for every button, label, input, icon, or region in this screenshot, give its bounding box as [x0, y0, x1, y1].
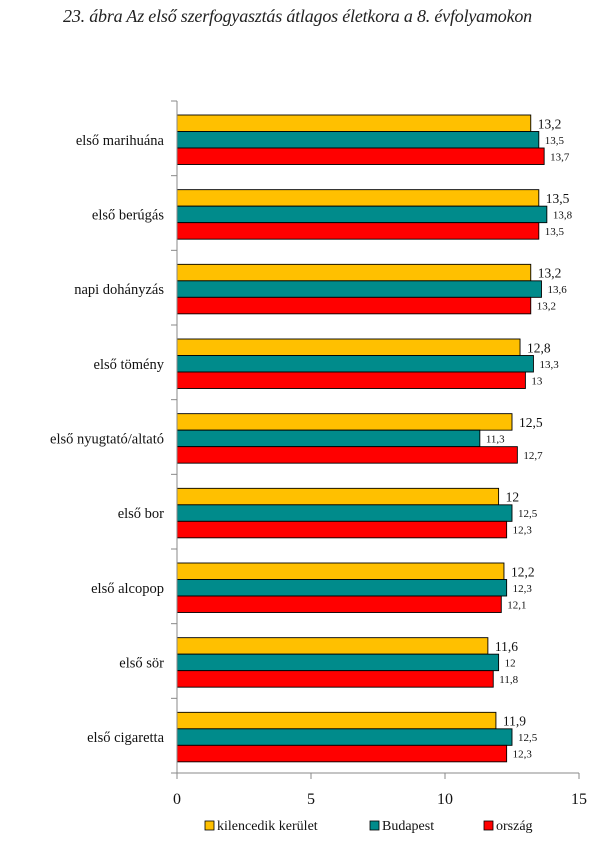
- data-label: 12,5: [518, 732, 538, 744]
- data-label: 12: [505, 657, 516, 669]
- data-label: 13,2: [538, 266, 562, 281]
- category-label: első tömény: [94, 357, 165, 373]
- bar: [176, 728, 513, 746]
- data-label: 12,2: [511, 564, 535, 579]
- category-label: első alcopop: [91, 581, 164, 597]
- category-label: első berúgás: [92, 207, 164, 223]
- bar: [176, 222, 540, 240]
- bar: [176, 520, 508, 539]
- bar: [176, 189, 540, 207]
- data-label: 13,5: [545, 226, 565, 238]
- legend-label: Budapest: [382, 819, 434, 834]
- bar: [176, 114, 532, 132]
- bar: [176, 446, 518, 464]
- bar: [176, 637, 489, 655]
- category-label: első bor: [118, 506, 164, 522]
- data-label: 12,5: [518, 508, 538, 520]
- bar: [176, 355, 534, 373]
- bar: [176, 263, 532, 282]
- bar: [176, 744, 508, 763]
- bar: [176, 487, 500, 506]
- x-tick-label: 15: [571, 791, 587, 808]
- data-label: 11,9: [503, 714, 526, 729]
- bar: [176, 562, 505, 580]
- bar: [176, 670, 494, 688]
- data-label: 13,2: [538, 116, 562, 131]
- category-label: első nyugtató/altató: [50, 431, 164, 447]
- data-label: 13,7: [550, 151, 570, 163]
- category-label: első marihuána: [76, 133, 165, 149]
- data-label: 12,3: [513, 525, 533, 537]
- legend: kilencedik kerület Budapest ország: [204, 819, 533, 834]
- data-label: 12,3: [513, 583, 533, 595]
- bar: [176, 205, 548, 224]
- category-label: napi dohányzás: [74, 282, 164, 298]
- bar: [176, 296, 532, 315]
- legend-swatch: [369, 820, 380, 831]
- bar: [176, 371, 526, 389]
- bar: [176, 147, 545, 165]
- legend-label: ország: [496, 819, 533, 834]
- data-label: 11,8: [499, 674, 518, 686]
- bar: [176, 595, 502, 613]
- category-label: első cigaretta: [87, 730, 164, 746]
- data-label: 13: [531, 375, 543, 387]
- data-label: 12,3: [513, 749, 533, 761]
- data-label: 13,5: [546, 191, 570, 206]
- legend-swatch: [483, 820, 494, 831]
- data-label: 13,3: [539, 359, 559, 371]
- x-tick-label: 5: [307, 791, 315, 808]
- bar: [176, 338, 521, 356]
- data-label: 13,2: [537, 301, 556, 313]
- legend-swatch: [204, 820, 215, 831]
- bar: [176, 579, 508, 597]
- data-label: 11,6: [495, 639, 518, 654]
- bar: [176, 413, 513, 431]
- data-label: 11,3: [486, 433, 505, 445]
- data-label: 12: [506, 490, 519, 505]
- data-label: 13,6: [547, 284, 567, 296]
- legend-label: kilencedik kerület: [217, 819, 318, 834]
- data-label: 13,8: [553, 209, 573, 221]
- data-label: 12,7: [523, 450, 543, 462]
- bars-layer: 13,2 13,5 13,7 13,5 13,8 13,5 13,2 13,6 13,2 12,8…: [176, 114, 573, 763]
- axis-layer: első marihuána első berúgás napi dohányzás…: [50, 100, 587, 808]
- category-label: első sör: [119, 655, 164, 671]
- bar: [176, 280, 542, 298]
- bar: [176, 131, 540, 149]
- data-label: 13,5: [545, 135, 565, 147]
- x-tick-label: 0: [173, 791, 181, 808]
- data-label: 12,8: [527, 340, 551, 355]
- data-label: 12,1: [507, 599, 526, 611]
- data-label: 12,5: [519, 415, 543, 430]
- chart-title: 23. ábra Az első szerfogyasztás átlagos …: [63, 6, 532, 26]
- bar: [176, 504, 513, 522]
- x-tick-label: 10: [437, 791, 453, 808]
- bar: [176, 429, 481, 448]
- bar: [176, 653, 500, 672]
- bar: [176, 711, 497, 730]
